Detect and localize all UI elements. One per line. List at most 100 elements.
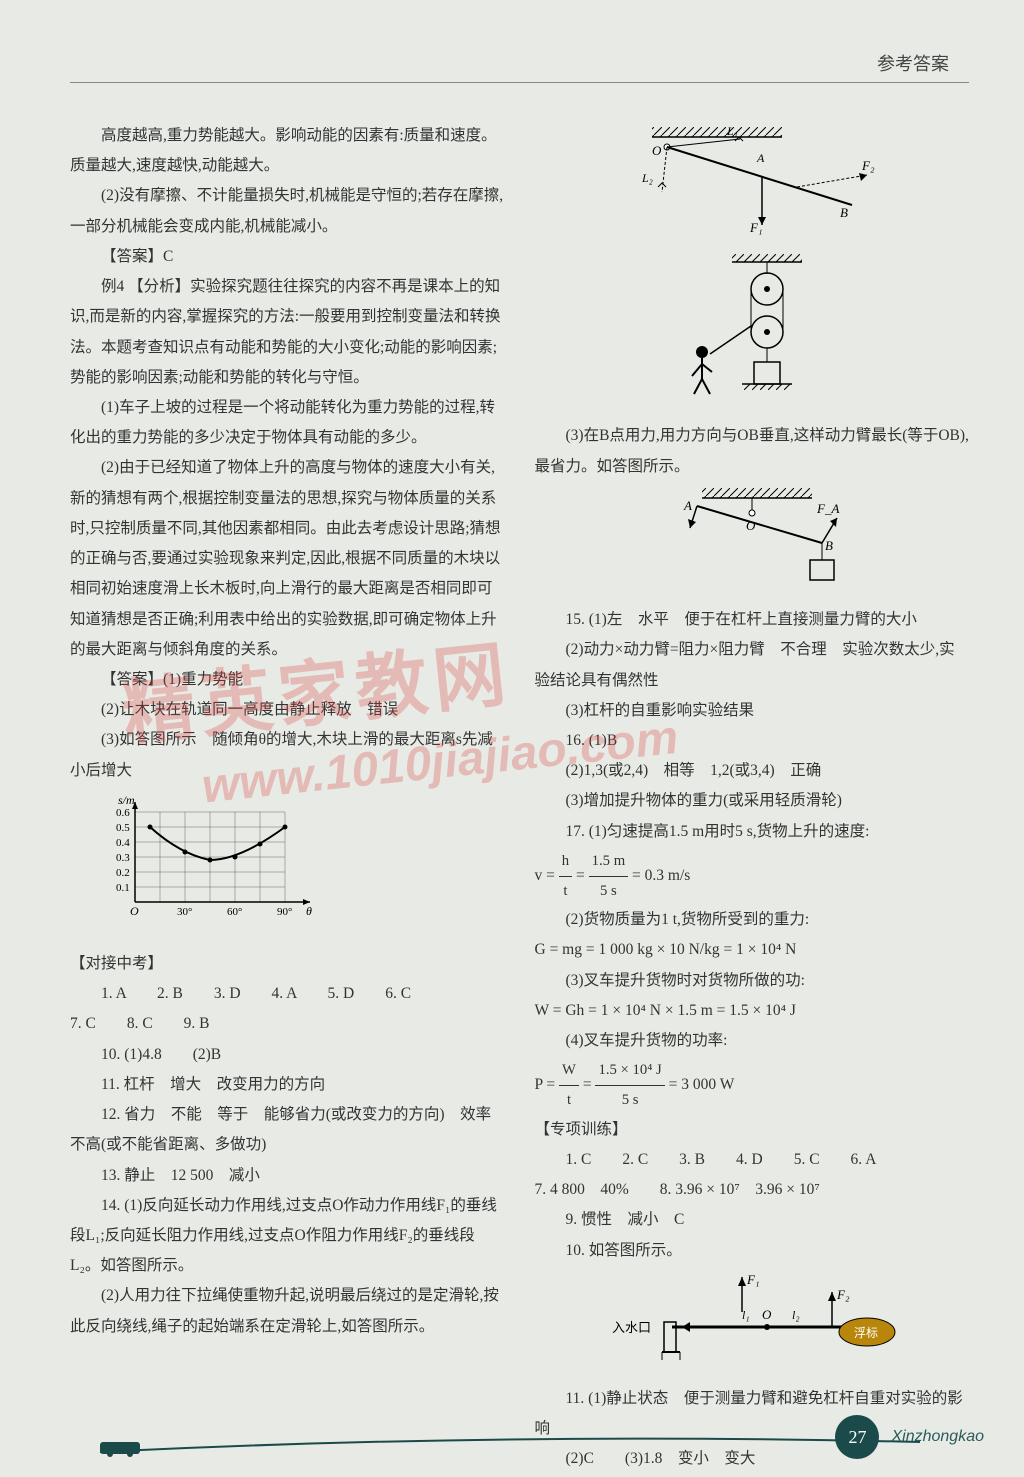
answer-line: 9. 惯性 减小 C bbox=[535, 1205, 970, 1235]
svg-text:F₂: F₂ bbox=[836, 1287, 850, 1302]
answer-line: 16. (1)B bbox=[535, 726, 970, 756]
numerator: W bbox=[559, 1056, 579, 1086]
answer-line: 17. (1)匀速提高1.5 m用时5 s,货物上升的速度: bbox=[535, 817, 970, 847]
para: 【答案】(1)重力势能 bbox=[70, 665, 505, 695]
svg-text:B: B bbox=[840, 205, 848, 220]
svg-text:L₁: L₁ bbox=[726, 127, 738, 138]
section-title: 【对接中考】 bbox=[70, 949, 505, 979]
svg-text:F₁: F₁ bbox=[746, 1272, 759, 1287]
svg-text:0.1: 0.1 bbox=[116, 882, 130, 894]
diagram-lever-2: O A F_A B bbox=[535, 488, 970, 599]
answer-line: 11. 杠杆 增大 改变用力的方向 bbox=[70, 1070, 505, 1100]
answer-line: 7. 4 800 40% 8. 3.96 × 10⁷ 3.96 × 10⁷ bbox=[535, 1175, 970, 1205]
equation: P = Wt = 1.5 × 10⁴ J5 s = 3 000 W bbox=[535, 1056, 970, 1114]
svg-text:0.6: 0.6 bbox=[116, 807, 130, 819]
svg-text:l₂: l₂ bbox=[792, 1308, 800, 1322]
eq-part: = bbox=[576, 867, 589, 884]
equation: G = mg = 1 000 kg × 10 N/kg = 1 × 10⁴ N bbox=[535, 935, 970, 965]
footer-brand: Xinzhongkao bbox=[891, 1428, 984, 1446]
header-title: 参考答案 bbox=[877, 54, 949, 74]
svg-text:B: B bbox=[825, 538, 833, 553]
para: (1)车子上坡的过程是一个将动能转化为重力势能的过程,转化出的重力势能的多少决定… bbox=[70, 393, 505, 453]
answer-line: (3)叉车提升货物时对货物所做的功: bbox=[535, 966, 970, 996]
fraction: Wt bbox=[559, 1056, 579, 1114]
answer-line: 12. 省力 不能 等于 能够省力(或改变力的方向) 效率不高(或不能省距离、多… bbox=[70, 1100, 505, 1160]
svg-text:O: O bbox=[130, 904, 139, 918]
svg-text:30°: 30° bbox=[177, 906, 192, 918]
para: (2)没有摩擦、不计能量损失时,机械能是守恒的;若存在摩擦,一部分机械能会变成内… bbox=[70, 181, 505, 241]
answer-line: 1. A 2. B 3. D 4. A 5. D 6. C bbox=[70, 979, 505, 1009]
para: 【答案】C bbox=[70, 242, 505, 272]
para: (2)让木块在轨道同一高度由静止释放 错误 bbox=[70, 695, 505, 725]
svg-text:90°: 90° bbox=[277, 906, 292, 918]
svg-text:s/m: s/m bbox=[118, 793, 135, 807]
svg-text:0.2: 0.2 bbox=[116, 867, 130, 879]
equation: v = ht = 1.5 m5 s = 0.3 m/s bbox=[535, 847, 970, 905]
denominator: 5 s bbox=[595, 1086, 664, 1115]
fraction: ht bbox=[559, 847, 572, 905]
answer-line: 10. (1)4.8 (2)B bbox=[70, 1040, 505, 1070]
para: 例4 【分析】实验探究题往往探究的内容不再是课本上的知识,而是新的内容,掌握探究… bbox=[70, 272, 505, 393]
answer-line: (2)人用力往下拉绳使重物升起,说明最后绕过的是定滑轮,按此反向绕线,绳子的起始… bbox=[70, 1281, 505, 1341]
answer-line: 1. C 2. C 3. B 4. D 5. C 6. A bbox=[535, 1145, 970, 1175]
right-column: O A L₁ L₂ F₁ F₂ B bbox=[535, 121, 970, 1475]
numerator: 1.5 × 10⁴ J bbox=[595, 1056, 664, 1086]
svg-text:F₁: F₁ bbox=[749, 220, 762, 235]
diagram-lever-1: O A L₁ L₂ F₁ F₂ B bbox=[535, 127, 970, 248]
para: (2)由于已经知道了物体上升的高度与物体的速度大小有关,新的猜想有两个,根据控制… bbox=[70, 453, 505, 665]
main-content: 高度越高,重力势能越大。影响动能的因素有:质量和速度。质量越大,速度越快,动能越… bbox=[70, 91, 969, 1475]
eq-part: = 3 000 W bbox=[669, 1076, 735, 1093]
svg-text:θ: θ bbox=[306, 904, 312, 918]
para: (3)如答图所示 随倾角θ的增大,木块上滑的最大距离s先减小后增大 bbox=[70, 725, 505, 785]
numerator: h bbox=[559, 847, 572, 877]
svg-text:O: O bbox=[652, 143, 662, 158]
para: 高度越高,重力势能越大。影响动能的因素有:质量和速度。质量越大,速度越快,动能越… bbox=[70, 121, 505, 181]
denominator: 5 s bbox=[589, 877, 629, 906]
answer-line: (3)杠杆的自重影响实验结果 bbox=[535, 696, 970, 726]
svg-text:A: A bbox=[683, 498, 692, 513]
line-chart-svg: s/m 0. bbox=[110, 792, 320, 932]
svg-text:入水口: 入水口 bbox=[612, 1320, 651, 1335]
svg-text:浮标: 浮标 bbox=[854, 1326, 878, 1340]
eq-part: = 0.3 m/s bbox=[632, 867, 690, 884]
page-number-badge: 27 bbox=[835, 1415, 879, 1459]
answer-line: 13. 静止 12 500 减小 bbox=[70, 1161, 505, 1191]
para: (3)在B点用力,用力方向与OB垂直,这样动力臂最长(等于OB),最省力。如答图… bbox=[535, 421, 970, 481]
answer-line: (2)货物质量为1 t,货物所受到的重力: bbox=[535, 905, 970, 935]
denominator: t bbox=[559, 1086, 579, 1115]
numerator: 1.5 m bbox=[589, 847, 629, 877]
page-header: 参考答案 bbox=[70, 50, 969, 83]
answer-line: (2)1,3(或2,4) 相等 1,2(或3,4) 正确 bbox=[535, 756, 970, 786]
svg-text:L₂: L₂ bbox=[641, 171, 653, 185]
answer-line: (4)叉车提升货物的功率: bbox=[535, 1026, 970, 1056]
diagram-pulley bbox=[535, 254, 970, 415]
fraction: 1.5 m5 s bbox=[589, 847, 629, 905]
eq-part: = bbox=[583, 1076, 596, 1093]
left-column: 高度越高,重力势能越大。影响动能的因素有:质量和速度。质量越大,速度越快,动能越… bbox=[70, 121, 505, 1475]
answer-line: 15. (1)左 水平 便于在杠杆上直接测量力臂的大小 bbox=[535, 605, 970, 635]
answer-line: 7. C 8. C 9. B bbox=[70, 1009, 505, 1039]
svg-text:0.3: 0.3 bbox=[116, 852, 130, 864]
answer-line: 14. (1)反向延长动力作用线,过支点O作动力作用线F₁的垂线段L₁;反向延长… bbox=[70, 1191, 505, 1282]
svg-text:0.5: 0.5 bbox=[116, 822, 130, 834]
answer-line: (2)动力×动力臂=阻力×阻力臂 不合理 实验次数太少,实验结论具有偶然性 bbox=[535, 635, 970, 695]
answer-line: (3)增加提升物体的重力(或采用轻质滑轮) bbox=[535, 786, 970, 816]
svg-text:l₁: l₁ bbox=[742, 1308, 750, 1322]
footer-swoosh-icon bbox=[100, 1427, 920, 1457]
section-title: 【专项训练】 bbox=[535, 1115, 970, 1145]
svg-text:F₂: F₂ bbox=[861, 158, 875, 173]
svg-text:F_A: F_A bbox=[816, 501, 839, 516]
diagram-float-lever: F₁ O l₁ l₂ F₂ 浮标 入水口 bbox=[535, 1272, 970, 1378]
fraction: 1.5 × 10⁴ J5 s bbox=[595, 1056, 664, 1114]
svg-text:60°: 60° bbox=[227, 906, 242, 918]
svg-text:0.4: 0.4 bbox=[116, 837, 130, 849]
svg-text:O: O bbox=[762, 1307, 772, 1322]
eq-part: P = bbox=[535, 1076, 560, 1093]
equation: W = Gh = 1 × 10⁴ N × 1.5 m = 1.5 × 10⁴ J bbox=[535, 996, 970, 1026]
chart-s-theta: s/m 0. bbox=[110, 792, 505, 943]
svg-text:A: A bbox=[756, 151, 765, 165]
page-footer: 27 Xinzhongkao bbox=[835, 1415, 984, 1459]
denominator: t bbox=[559, 877, 572, 906]
eq-part: v = bbox=[535, 867, 559, 884]
answer-line: 10. 如答图所示。 bbox=[535, 1236, 970, 1266]
